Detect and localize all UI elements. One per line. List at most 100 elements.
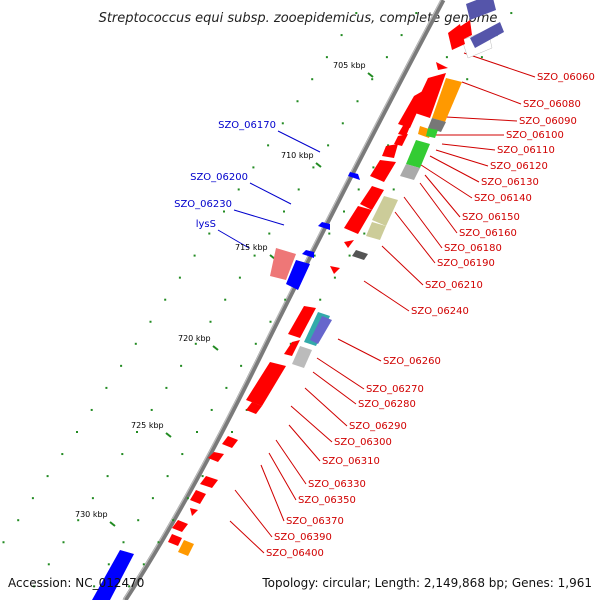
forward-gene-feature	[292, 346, 312, 368]
leader-line	[441, 143, 496, 151]
reverse-gene-feature	[286, 260, 310, 290]
kbp-tick-label: 725 kbp	[131, 421, 164, 430]
guide-dot	[445, 56, 448, 59]
kbp-tick-mark	[165, 432, 172, 438]
genome-backbone-highlight	[122, 0, 442, 600]
guide-dot	[371, 78, 374, 81]
gene-label: SZO_06290	[349, 421, 407, 432]
leader-line	[260, 464, 285, 522]
leader-line	[417, 162, 473, 199]
guide-dot	[120, 364, 123, 367]
gene-label: SZO_06140	[474, 193, 532, 204]
guide-dot	[340, 34, 343, 37]
forward-gene-feature	[370, 160, 396, 182]
forward-gene-feature	[394, 134, 408, 146]
leader-line	[435, 149, 489, 167]
forward-gene-feature	[344, 206, 372, 234]
guide-dot	[209, 320, 212, 323]
leader-line	[304, 387, 348, 427]
guide-dot	[415, 12, 418, 15]
guide-dot	[296, 100, 299, 103]
gene-label: SZO_06160	[459, 228, 517, 239]
guide-dot	[333, 276, 336, 279]
leader-line	[337, 338, 382, 362]
gene-label: SZO_06280	[358, 399, 416, 410]
kbp-tick-label: 705 kbp	[333, 61, 366, 70]
forward-gene-feature	[400, 164, 420, 180]
guide-dot	[363, 232, 366, 235]
leader-line	[463, 52, 536, 78]
gene-label: SZO_06210	[425, 280, 483, 291]
gene-label: SZO_06170	[218, 120, 276, 131]
guide-dot	[252, 166, 255, 169]
guide-dot	[356, 100, 359, 103]
guide-dot	[151, 497, 154, 500]
guide-dot	[136, 431, 138, 433]
guide-dot	[166, 475, 169, 478]
guide-dot	[283, 210, 285, 213]
gene-label: SZO_06200	[190, 172, 248, 183]
topology-text: Topology: circular; Length: 2,149,868 bp…	[261, 576, 592, 590]
genome-backbone	[122, 0, 446, 600]
leader-line	[316, 357, 365, 390]
guide-dot	[149, 320, 152, 323]
leader-line	[288, 424, 321, 462]
forward-gene-feature	[288, 306, 316, 338]
gene-label: SZO_06270	[366, 384, 424, 395]
dotted-guides	[2, 12, 513, 588]
guide-dot	[142, 563, 145, 566]
leader-line	[312, 371, 357, 405]
kbp-tick-label: 730 kbp	[75, 510, 108, 519]
labels: SZO_06060 SZO_06080 SZO_06090 SZO_06100 SZO_…	[75, 61, 595, 559]
kbp-tick-mark	[367, 72, 374, 78]
guide-dot	[105, 386, 108, 389]
guide-dot	[31, 497, 34, 500]
guide-dot	[93, 585, 96, 588]
reverse-gene-feature	[466, 0, 496, 20]
reverse-gene-feature	[470, 22, 504, 48]
reverse-gene-feature	[348, 172, 360, 180]
guide-dot	[157, 541, 160, 544]
guide-dot	[107, 563, 110, 566]
gene-label: SZO_06390	[274, 532, 332, 543]
guide-dot	[238, 276, 241, 279]
guide-dot	[208, 232, 211, 235]
forward-gene-feature	[382, 144, 398, 158]
guide-dot	[210, 408, 213, 411]
gene-label: SZO_06350	[298, 495, 356, 506]
forward-gene-feature	[208, 452, 224, 462]
forward-gene-feature	[190, 490, 206, 504]
guide-dot	[76, 431, 78, 433]
guide-dot	[392, 188, 395, 191]
guide-dot	[150, 408, 153, 411]
forward-gene-feature	[178, 540, 194, 556]
guide-dot	[62, 541, 65, 544]
guide-dot	[281, 122, 284, 125]
guide-dot	[128, 585, 131, 588]
guide-dot	[90, 408, 93, 411]
forward-gene-feature	[284, 340, 300, 356]
guide-dot	[134, 342, 137, 345]
leader-line	[419, 182, 458, 234]
guide-dot	[311, 78, 314, 81]
forward-gene-feature	[246, 362, 286, 406]
forward-gene-feature	[436, 62, 448, 70]
guide-dot	[284, 298, 287, 301]
forward-gene-feature	[168, 534, 182, 546]
gene-label: SZO_06060	[537, 72, 595, 83]
leader-lines	[217, 52, 536, 554]
guide-dot	[186, 497, 189, 500]
guide-dot	[172, 519, 175, 522]
guide-dot	[47, 563, 50, 566]
leader-line	[445, 116, 518, 122]
guide-dot	[269, 320, 272, 323]
guide-dot	[237, 188, 240, 191]
gene-label: lysS	[196, 219, 216, 230]
guide-dot	[33, 585, 36, 588]
guide-dot	[225, 386, 228, 389]
guide-dot	[387, 144, 390, 147]
forward-gene-feature	[246, 402, 262, 414]
guide-dot	[385, 56, 388, 59]
forward-gene-feature	[366, 222, 386, 240]
